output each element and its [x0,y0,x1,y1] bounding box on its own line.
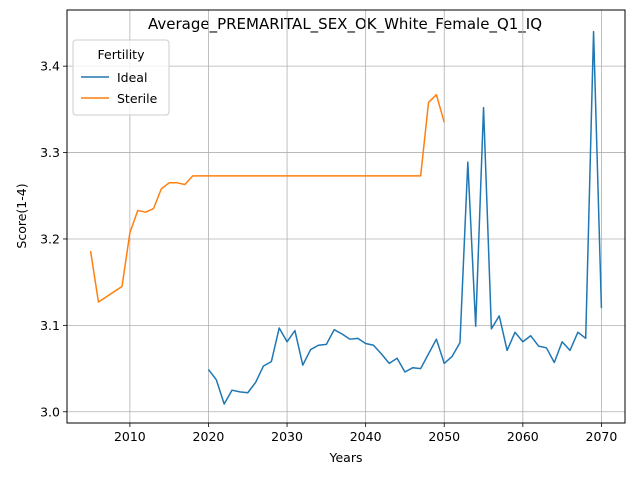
y-tick-label: 3.3 [40,145,60,160]
chart-title: Average_PREMARITAL_SEX_OK_White_Female_Q… [148,15,542,34]
legend: Fertility Ideal Sterile [72,39,170,116]
legend-label-sterile: Sterile [117,91,158,106]
series-line-ideal [207,30,603,405]
x-tick-label: 2040 [350,429,382,444]
x-tick-label: 2070 [586,429,618,444]
x-tick-label: 2020 [193,429,225,444]
y-tick-label: 3.0 [40,404,60,419]
x-tick-label: 2050 [428,429,460,444]
plot-frame [66,9,626,424]
legend-title: Fertility [98,47,146,62]
legend-box [72,39,170,116]
x-tick-label: 2030 [271,429,303,444]
y-tick-label: 3.2 [40,231,60,246]
y-tick-label: 3.4 [40,59,60,74]
legend-label-ideal: Ideal [117,70,147,85]
x-tick-label: 2060 [507,429,539,444]
series-lines [89,30,603,405]
x-axis-label: Years [329,450,363,465]
grid-lines [67,10,625,423]
axis-ticks: 2010 2020 2030 2040 2050 2060 2070 3.0 3.1 3.2 3.3… [40,59,617,444]
series-line-sterile [89,93,445,303]
y-tick-label: 3.1 [40,318,60,333]
y-axis-label: Score(1-4) [14,183,29,248]
x-tick-label: 2010 [114,429,146,444]
